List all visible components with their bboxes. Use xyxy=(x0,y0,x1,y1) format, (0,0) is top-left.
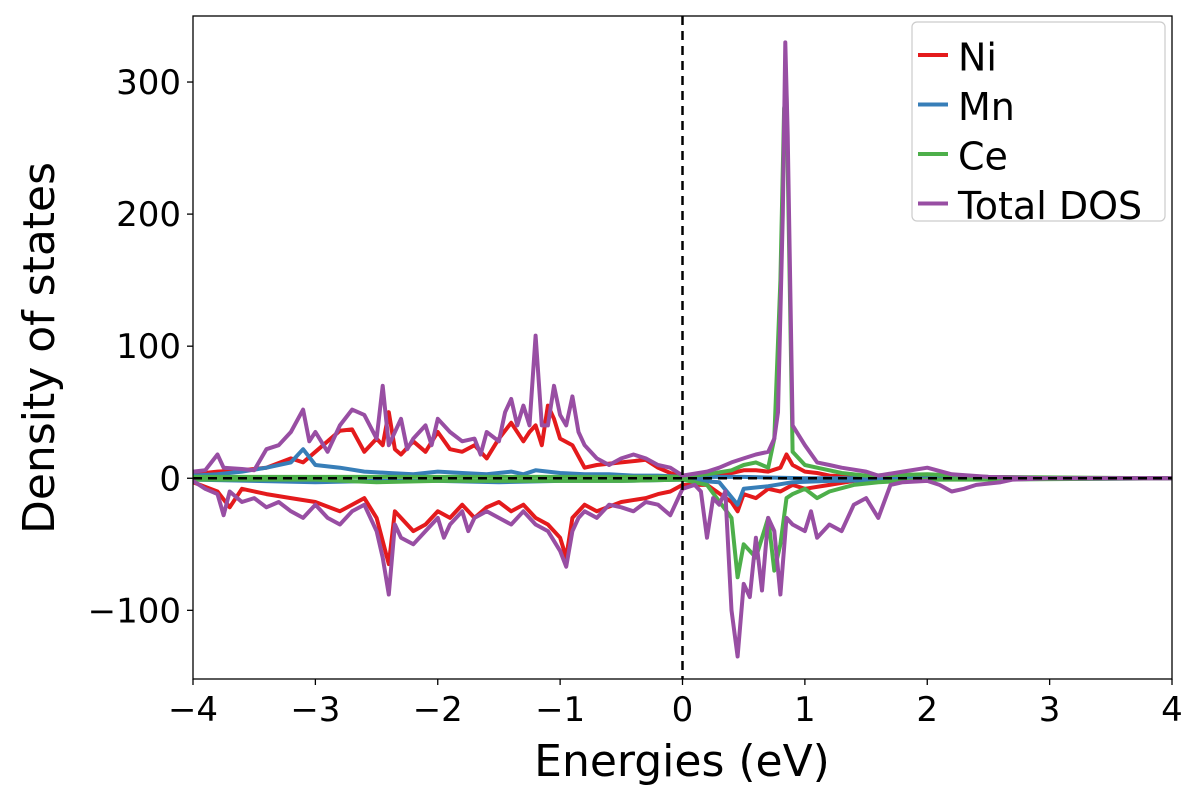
x-axis-ticks: −4 −3 −2 −1 0 1 2 3 4 xyxy=(168,679,1183,730)
y-axis-ticks: −100 0 100 200 300 xyxy=(88,63,193,631)
x-tick-label: −3 xyxy=(290,690,340,730)
y-axis-label: Density of states xyxy=(14,162,65,534)
x-tick-label: 3 xyxy=(1039,690,1061,730)
x-tick-label: −2 xyxy=(413,690,463,730)
x-axis-label: Energies (eV) xyxy=(534,736,830,787)
y-tick-label: −100 xyxy=(88,591,181,631)
series-line-ce-up xyxy=(193,93,1172,481)
x-tick-label: −4 xyxy=(168,690,218,730)
y-tick-label: 0 xyxy=(159,459,181,499)
legend-label-total-dos: Total DOS xyxy=(957,184,1142,228)
x-tick-label: 2 xyxy=(916,690,938,730)
x-tick-label: 4 xyxy=(1161,690,1183,730)
series-line-ni-up xyxy=(193,403,1172,481)
x-tick-label: 0 xyxy=(672,690,694,730)
series-line-total-dos-down xyxy=(193,476,1172,659)
series-line-ni-down xyxy=(193,476,1172,567)
legend-box xyxy=(911,21,1166,222)
x-tick-label: −1 xyxy=(535,690,585,730)
y-tick-label: 300 xyxy=(116,63,181,103)
legend-label-ni: Ni xyxy=(958,36,997,80)
legend-label-ce: Ce xyxy=(958,135,1008,179)
legend: Ni Mn Ce Total DOS xyxy=(911,21,1166,228)
y-tick-label: 200 xyxy=(116,195,181,235)
series-layer xyxy=(193,40,1172,659)
legend-label-mn: Mn xyxy=(958,85,1015,129)
series-line-ce-down xyxy=(193,476,1172,580)
y-tick-label: 100 xyxy=(116,327,181,367)
x-tick-label: 1 xyxy=(794,690,816,730)
series-line-total-dos-up xyxy=(193,40,1172,481)
